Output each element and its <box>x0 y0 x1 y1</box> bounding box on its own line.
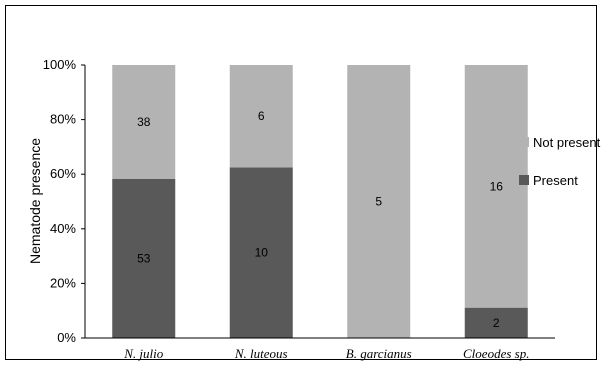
bar-not-present <box>347 65 411 338</box>
y-tick-label: 80% <box>50 112 76 127</box>
legend: Not present Present <box>519 135 601 188</box>
x-category-label: B. garcianus <box>346 346 412 361</box>
x-category-label: N. luteous <box>234 346 288 361</box>
bar-present <box>229 167 293 338</box>
data-label: 38 <box>137 115 151 129</box>
bar-not-present <box>464 65 528 308</box>
legend-label: Present <box>533 173 578 188</box>
data-label: 2 <box>493 316 500 330</box>
legend-swatch <box>519 175 529 185</box>
y-axis-title: Nematode presence <box>27 138 43 264</box>
bar-not-present <box>112 65 176 179</box>
legend-swatch <box>519 137 529 147</box>
data-label: 53 <box>137 252 151 266</box>
data-label: 6 <box>258 109 265 123</box>
bar-present <box>464 307 528 338</box>
bar-not-present <box>229 65 293 168</box>
x-category-label: N. julio <box>123 346 164 361</box>
y-tick-label: 20% <box>50 275 76 290</box>
y-tick-label: 40% <box>50 221 76 236</box>
bar-present <box>112 179 176 338</box>
axes-group: 0% 20% 40% 60% 80% 100% N. julio N. luteous B. g… <box>43 57 555 361</box>
y-tick-label: 100% <box>43 57 77 72</box>
y-tick-label: 0% <box>57 330 76 345</box>
x-category-label: Cloeodes sp. <box>463 346 529 361</box>
bars-group <box>112 65 528 338</box>
data-label: 16 <box>490 179 504 193</box>
labels-group: 53 38 10 6 5 2 16 <box>137 109 503 330</box>
y-tick-label: 60% <box>50 166 76 181</box>
data-label: 10 <box>255 246 269 260</box>
data-label: 5 <box>375 195 382 209</box>
legend-label: Not present <box>533 135 601 150</box>
